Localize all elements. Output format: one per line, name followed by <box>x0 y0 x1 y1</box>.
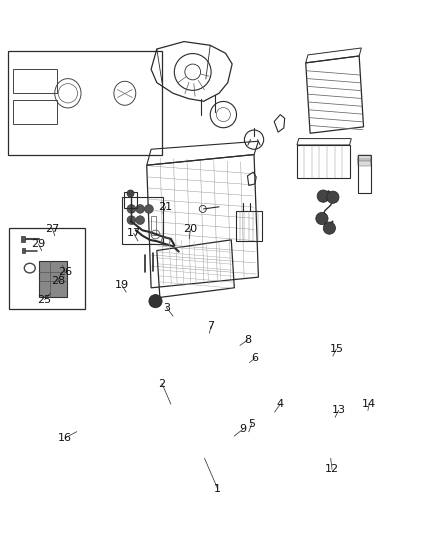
Bar <box>151 216 156 235</box>
Circle shape <box>316 212 328 225</box>
Bar <box>9 228 85 309</box>
Bar <box>21 236 25 242</box>
Text: 26: 26 <box>58 267 72 277</box>
Bar <box>122 197 163 244</box>
Bar <box>358 155 371 193</box>
Bar <box>358 159 371 165</box>
Circle shape <box>327 191 339 204</box>
Bar <box>236 211 262 241</box>
Text: 28: 28 <box>51 277 65 286</box>
Circle shape <box>127 216 136 224</box>
Circle shape <box>317 190 329 203</box>
Circle shape <box>136 216 145 224</box>
Text: 27: 27 <box>46 224 60 234</box>
Text: 3: 3 <box>163 303 170 312</box>
Text: 6: 6 <box>251 353 258 363</box>
Text: 19: 19 <box>115 280 129 290</box>
Text: 14: 14 <box>362 399 376 409</box>
Text: 1: 1 <box>214 484 221 494</box>
Text: 25: 25 <box>38 295 52 304</box>
Bar <box>297 145 350 178</box>
Text: 15: 15 <box>329 344 343 354</box>
Bar <box>358 156 371 161</box>
Text: 12: 12 <box>325 464 339 474</box>
Text: 7: 7 <box>208 321 215 331</box>
Circle shape <box>149 295 162 308</box>
Text: 17: 17 <box>127 229 141 238</box>
Circle shape <box>136 205 145 213</box>
Text: 20: 20 <box>184 224 198 234</box>
Text: 5: 5 <box>248 419 255 429</box>
Text: 4: 4 <box>277 399 284 409</box>
Bar <box>358 155 371 160</box>
Text: 16: 16 <box>58 433 72 443</box>
Text: 8: 8 <box>244 335 251 345</box>
Bar <box>358 158 371 163</box>
Bar <box>22 248 25 253</box>
Circle shape <box>127 205 136 213</box>
Text: 9: 9 <box>240 424 247 434</box>
Text: 21: 21 <box>159 202 173 212</box>
Bar <box>124 192 137 208</box>
Bar <box>13 69 57 93</box>
Bar <box>39 261 67 297</box>
Text: 2: 2 <box>159 379 166 389</box>
Bar <box>13 100 57 124</box>
Circle shape <box>127 190 134 197</box>
Circle shape <box>323 222 336 235</box>
Text: 29: 29 <box>32 239 46 249</box>
Circle shape <box>145 205 153 213</box>
Bar <box>358 161 371 166</box>
Text: 13: 13 <box>332 406 346 415</box>
